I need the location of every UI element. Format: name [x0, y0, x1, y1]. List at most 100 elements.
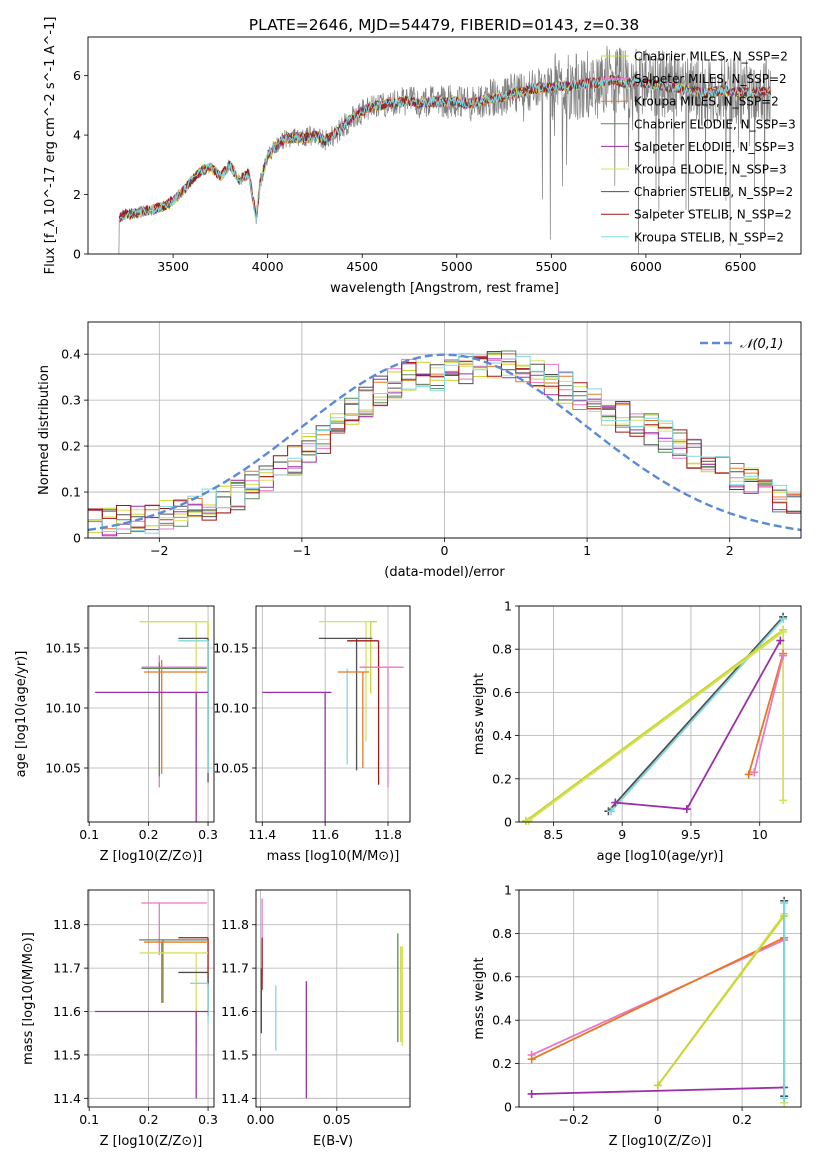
spectrum-lines: [116, 45, 772, 254]
y-tick-label: 0.4: [492, 1013, 512, 1028]
y-tick-label: 0: [504, 815, 512, 830]
y-tick-label: 11.4: [53, 1091, 81, 1106]
errorbar-point: [141, 902, 207, 956]
errorbar-point: [141, 655, 207, 788]
weight-line-chabrier-stelib: [607, 616, 784, 812]
weight-line-salpeter-miles: [531, 939, 785, 1056]
x-tick-label: 9: [618, 827, 626, 842]
model-line-kroupa-stelib: [118, 75, 772, 222]
x-tick-label: −1: [293, 543, 311, 558]
weight-marker: [750, 768, 759, 777]
x-tick-label: 0: [654, 1112, 662, 1127]
weight-marker: [653, 1081, 662, 1090]
x-axis-label: Z [log10(Z/Z⊙)]: [609, 1134, 712, 1149]
model-line-chabrier-stelib: [118, 74, 772, 222]
axes-frame: [87, 605, 215, 823]
x-tick-label: 0.3: [198, 827, 218, 842]
y-tick-label: 0.8: [492, 926, 512, 941]
histogram-kroupa-stelib: [88, 353, 801, 534]
y-tick-label: 0.4: [492, 728, 512, 743]
x-axis-label: Z [log10(Z/Z⊙)]: [100, 1134, 203, 1149]
axes-frame: [87, 889, 215, 1108]
legend-label: Salpeter ELODIE, N_SSP=3: [634, 140, 795, 154]
x-axis-label: age [log10(age/yr)]: [597, 849, 724, 864]
x-tick-label: 0.05: [323, 1112, 351, 1127]
legend-label: Chabrier ELODIE, N_SSP=3: [634, 117, 796, 131]
x-axis-label: mass [log10(M/M⊙)]: [267, 849, 400, 864]
weight-lines: [527, 896, 789, 1107]
x-tick-label: −0.2: [559, 1112, 589, 1127]
x-tick-label: 11.4: [248, 827, 276, 842]
x-tick-label: 11.8: [374, 827, 402, 842]
x-tick-label: 0: [441, 543, 449, 558]
weight-line-salpeter-elodie: [531, 1086, 785, 1095]
y-tick-label: 10.10: [213, 701, 249, 716]
errorbar-point: [139, 952, 209, 1045]
y-tick-label: 2: [73, 187, 81, 202]
normal-curve: [88, 353, 801, 532]
legend-label: Kroupa MILES, N_SSP=2: [634, 95, 779, 109]
x-tick-label: 4000: [252, 259, 284, 274]
errorbar-point: [178, 640, 209, 773]
weight-lines: [521, 612, 788, 825]
x-tick-label: 3500: [157, 259, 189, 274]
weight-marker: [524, 816, 533, 825]
y-tick-label: 10.10: [45, 701, 81, 716]
histograms: [88, 350, 801, 537]
axes-frame: [518, 605, 802, 823]
x-axis-label: E(B-V): [313, 1134, 353, 1149]
residuals-panel: −2 −1 0 1 2 0 0.1 0.2 0.3 0.4 (data-model)/error No…: [37, 321, 802, 580]
y-tick-label: 1: [504, 599, 512, 614]
y-tick-label: 10.15: [45, 641, 81, 656]
y-tick-label: 0.2: [61, 439, 81, 454]
y-tick-label: 6: [73, 68, 81, 83]
weight-marker: [527, 1055, 536, 1064]
legend-label: Chabrier MILES, N_SSP=2: [634, 50, 788, 64]
x-tick-label: 2: [726, 543, 734, 558]
x-axis-label: Z [log10(Z/Z⊙)]: [100, 849, 203, 864]
errorbar-point: [262, 691, 332, 822]
x-tick-label: 0.00: [247, 1112, 275, 1127]
errorbar-point: [337, 671, 370, 768]
mass-vs-ebv-panel: 0.00 0.05 11.4 11.5 11.6 11.7 11.8 E(B-V): [221, 889, 411, 1149]
y-tick-label: 4: [73, 128, 81, 143]
axes-frame: [255, 889, 411, 1108]
weight-vs-Z-panel: −0.2 0 0.2 0 0.2 0.4 0.6 0.8 1 Z [log10(Z/Z⊙)] mas…: [472, 883, 802, 1149]
y-tick-label: 11.5: [53, 1047, 81, 1062]
weight-marker: [744, 770, 753, 779]
x-tick-label: 8.5: [543, 827, 563, 842]
y-tick-label: 0.8: [492, 642, 512, 657]
y-axis-label: age [log10(age/yr)]: [14, 651, 29, 778]
y-tick-label: 0.6: [492, 969, 512, 984]
weight-line-salpeter-miles: [753, 655, 784, 773]
legend-label: 𝒩(0,1): [740, 337, 783, 352]
errorbars: [95, 620, 209, 822]
errorbars: [95, 902, 209, 1099]
figure-title: PLATE=2646, MJD=54479, FIBERID=0143, z=0…: [249, 16, 639, 34]
y-tick-label: 0.1: [61, 485, 81, 500]
y-tick-label: 11.8: [221, 917, 249, 932]
weight-marker: [779, 614, 788, 623]
legend: 𝒩(0,1): [700, 337, 783, 352]
errorbar-point: [370, 620, 377, 694]
y-tick-label: 0: [504, 1100, 512, 1115]
y-tick-label: 0.4: [61, 347, 81, 362]
errorbar-point: [347, 640, 380, 785]
spectrum-panel: 3500 4000 4500 5000 5500 6000 6500 0 2 4 6 waveleng…: [43, 17, 802, 296]
weight-line-kroupa-miles: [531, 936, 785, 1061]
y-tick-label: 0.6: [492, 685, 512, 700]
y-axis-label: mass weight: [472, 957, 487, 1039]
legend-label: Salpeter MILES, N_SSP=2: [634, 72, 787, 86]
weight-marker: [779, 627, 788, 636]
x-tick-label: 0.2: [732, 1112, 752, 1127]
errorbar-point: [359, 666, 404, 788]
x-tick-label: 5500: [535, 259, 567, 274]
y-axis-label: Normed distribution: [37, 365, 52, 495]
errorbar-point: [190, 982, 209, 1023]
errorbar-point: [143, 941, 207, 1003]
legend-label: Salpeter STELIB, N_SSP=2: [634, 208, 792, 222]
x-tick-label: 10: [752, 827, 768, 842]
axes-frame: [255, 605, 411, 823]
weight-marker: [682, 805, 691, 814]
plots-group: 3500 4000 4500 5000 5500 6000 6500 0 2 4 6 waveleng…: [14, 17, 802, 1149]
